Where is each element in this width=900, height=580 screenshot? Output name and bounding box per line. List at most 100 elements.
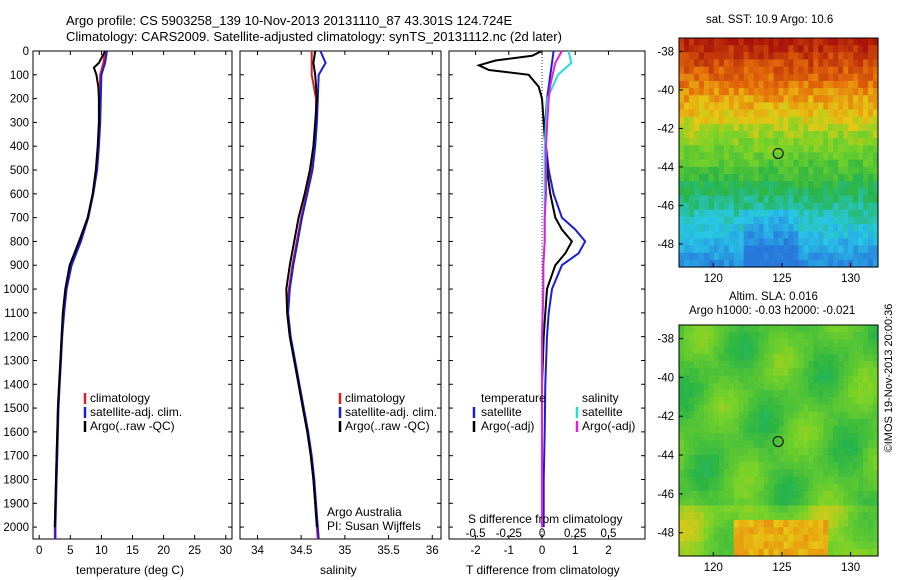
map-cell xyxy=(813,375,819,384)
map-cell xyxy=(843,188,849,197)
map-cell xyxy=(808,389,814,398)
map-cell xyxy=(858,426,864,434)
map-cell xyxy=(718,440,725,449)
map-cell xyxy=(688,498,695,507)
map-cell xyxy=(833,216,839,225)
map-cell xyxy=(798,173,804,182)
map-cell xyxy=(743,541,750,550)
map-y-tick-label: -40 xyxy=(657,372,674,384)
map-cell xyxy=(728,411,735,420)
map-cell xyxy=(768,411,775,420)
map-cell xyxy=(718,404,725,413)
map-cell xyxy=(723,426,730,434)
map-cell xyxy=(808,404,814,413)
map-cell xyxy=(708,527,715,535)
map-cell xyxy=(853,389,859,398)
map-cell xyxy=(723,73,730,82)
map-cell xyxy=(848,59,854,68)
map-cell xyxy=(823,209,829,218)
map-cell xyxy=(848,519,854,528)
map-cell xyxy=(778,188,785,197)
map-cell xyxy=(873,440,879,449)
map-cell xyxy=(773,411,780,420)
map-cell xyxy=(713,353,720,362)
map-cell xyxy=(693,59,700,68)
map-cell xyxy=(728,512,735,521)
map-cell xyxy=(798,476,804,485)
map-cell xyxy=(853,45,859,53)
map-cell xyxy=(828,138,834,146)
map-cell xyxy=(873,231,879,239)
map-cell xyxy=(768,224,775,232)
map-cell xyxy=(723,368,730,377)
map-cell xyxy=(738,131,745,139)
map-cell xyxy=(783,109,790,118)
map-cell xyxy=(758,131,765,139)
map-cell xyxy=(788,426,795,434)
map-cell xyxy=(803,52,809,61)
map-cell xyxy=(868,462,874,470)
map-cell xyxy=(813,505,819,514)
map-cell xyxy=(788,368,795,377)
map-cell xyxy=(858,397,864,406)
map-cell xyxy=(688,519,695,528)
map-cell xyxy=(853,361,859,369)
map-cell xyxy=(843,411,849,420)
map-cell xyxy=(738,73,745,82)
map-cell xyxy=(778,102,785,111)
map-cell xyxy=(748,80,755,89)
map-cell xyxy=(743,245,750,254)
map-cell xyxy=(723,534,730,543)
map-cell xyxy=(728,138,735,146)
map-cell xyxy=(773,38,780,46)
map-cell xyxy=(738,346,745,355)
map-cell xyxy=(708,512,715,521)
map-cell xyxy=(679,491,685,499)
map-cell xyxy=(733,195,740,204)
map-cell xyxy=(863,433,869,442)
map-cell xyxy=(743,145,750,154)
map-cell xyxy=(703,389,710,398)
map-cell xyxy=(778,138,785,146)
map-cell xyxy=(858,519,864,528)
map-cell xyxy=(793,95,799,104)
map-cell xyxy=(838,346,844,355)
map-cell xyxy=(738,491,745,499)
map-cell xyxy=(688,238,695,247)
map-cell xyxy=(713,238,720,247)
map-cell xyxy=(758,73,765,82)
map-cell xyxy=(798,440,804,449)
map-cell xyxy=(848,447,854,456)
map-cell xyxy=(808,45,814,53)
map-cell xyxy=(718,418,725,427)
map-cell xyxy=(718,52,725,61)
map-cell xyxy=(843,505,849,514)
map-cell xyxy=(703,527,710,535)
map-cell xyxy=(713,505,720,514)
map-cell xyxy=(738,483,745,492)
map-cell xyxy=(838,152,844,161)
map-cell xyxy=(738,45,745,53)
map-cell xyxy=(698,418,705,427)
map-cell xyxy=(823,245,829,254)
map-cell xyxy=(858,259,864,268)
map-cell xyxy=(813,498,819,507)
map-cell xyxy=(688,159,695,168)
map-cell xyxy=(823,469,829,478)
map-cell xyxy=(688,339,695,348)
map-cell xyxy=(838,541,844,550)
map-cell xyxy=(723,418,730,427)
map-cell xyxy=(743,353,750,362)
map-cell xyxy=(743,404,750,413)
map-cell xyxy=(873,462,879,470)
map-cell xyxy=(783,45,790,53)
map-cell xyxy=(773,483,780,492)
map-cell xyxy=(818,454,824,463)
map-cell xyxy=(828,411,834,420)
map-cell xyxy=(848,361,854,369)
map-cell xyxy=(848,109,854,118)
map-cell xyxy=(763,454,770,463)
map-cell xyxy=(708,224,715,232)
map-cell xyxy=(748,541,755,550)
legend-sal-satellite: satellite-adj. clim. xyxy=(345,405,438,419)
